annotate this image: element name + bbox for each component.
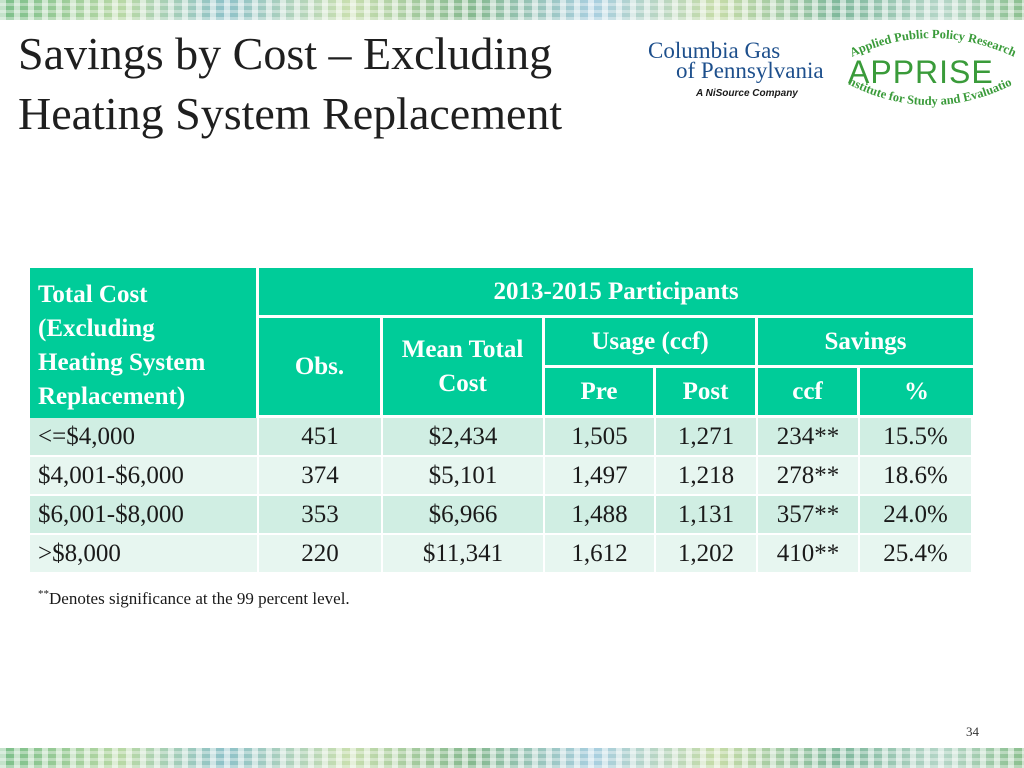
header-obs: Obs. bbox=[259, 318, 383, 418]
header-mean-line-1: Mean Total bbox=[401, 335, 524, 363]
header-post: Post bbox=[656, 368, 758, 418]
cell-ccf: 357** bbox=[758, 496, 860, 535]
cell-post: 1,218 bbox=[656, 457, 758, 496]
row-header-line-3: Heating System bbox=[38, 349, 206, 376]
header-mean-line-2: Cost bbox=[438, 369, 487, 397]
group-header-participants: 2013-2015 Participants bbox=[259, 268, 973, 318]
apprise-arc-text: Applied Public Policy Research Institute… bbox=[842, 26, 1018, 108]
cell-mean: $11,341 bbox=[383, 535, 545, 574]
columbia-gas-logo: Columbia Gas of Pennsylvania A NiSource … bbox=[648, 38, 838, 104]
cell-ccf: 410** bbox=[758, 535, 860, 574]
cell-post: 1,271 bbox=[656, 418, 758, 457]
header-pre: Pre bbox=[545, 368, 656, 418]
cell-pre: 1,612 bbox=[545, 535, 656, 574]
cell-cost: $4,001-$6,000 bbox=[30, 457, 259, 496]
cell-post: 1,202 bbox=[656, 535, 758, 574]
row-header-line-1: Total Cost bbox=[38, 281, 148, 308]
cell-pct: 24.0% bbox=[860, 496, 973, 535]
row-header-line-2: (Excluding bbox=[38, 315, 155, 342]
top-decorative-banner bbox=[0, 0, 1024, 20]
cell-mean: $5,101 bbox=[383, 457, 545, 496]
savings-table: Total Cost (Excluding Heating System Rep… bbox=[30, 268, 973, 574]
cell-ccf: 234** bbox=[758, 418, 860, 457]
cell-pct: 15.5% bbox=[860, 418, 973, 457]
cell-pre: 1,505 bbox=[545, 418, 656, 457]
apprise-logo: Applied Public Policy Research Institute… bbox=[842, 26, 1018, 116]
row-header-line-4: Replacement) bbox=[38, 383, 186, 410]
cell-obs: 451 bbox=[259, 418, 383, 457]
cell-cost: $6,001-$8,000 bbox=[30, 496, 259, 535]
cell-pre: 1,488 bbox=[545, 496, 656, 535]
cell-post: 1,131 bbox=[656, 496, 758, 535]
columbia-gas-logo-tagline: A NiSource Company bbox=[696, 88, 798, 99]
cell-pre: 1,497 bbox=[545, 457, 656, 496]
header-savings-pct: % bbox=[860, 368, 973, 418]
cell-obs: 220 bbox=[259, 535, 383, 574]
columbia-gas-logo-line-2: of Pennsylvania bbox=[676, 58, 824, 83]
cell-cost: <=$4,000 bbox=[30, 418, 259, 457]
cell-obs: 374 bbox=[259, 457, 383, 496]
cell-pct: 18.6% bbox=[860, 457, 973, 496]
cell-cost: >$8,000 bbox=[30, 535, 259, 574]
cell-ccf: 278** bbox=[758, 457, 860, 496]
page-number: 34 bbox=[966, 724, 979, 739]
cell-mean: $6,966 bbox=[383, 496, 545, 535]
table-row: $4,001-$6,000 374 $5,101 1,497 1,218 278… bbox=[30, 457, 973, 496]
footnote-mark: ** bbox=[38, 588, 49, 600]
columbia-gas-logo-line-1: Columbia Gas bbox=[648, 38, 781, 63]
cell-obs: 353 bbox=[259, 496, 383, 535]
footnote-text: Denotes significance at the 99 percent l… bbox=[49, 589, 350, 608]
slide-title: Savings by Cost – Excluding Heating Syst… bbox=[18, 24, 638, 144]
slide-title-line-1: Savings by Cost – Excluding bbox=[18, 28, 553, 79]
cell-pct: 25.4% bbox=[860, 535, 973, 574]
table-row: >$8,000 220 $11,341 1,612 1,202 410** 25… bbox=[30, 535, 973, 574]
bottom-decorative-banner bbox=[0, 748, 1024, 768]
table-row: $6,001-$8,000 353 $6,966 1,488 1,131 357… bbox=[30, 496, 973, 535]
header-savings-ccf: ccf bbox=[758, 368, 860, 418]
cell-mean: $2,434 bbox=[383, 418, 545, 457]
row-header-total-cost: Total Cost (Excluding Heating System Rep… bbox=[30, 268, 259, 418]
apprise-wordmark: APPRISE bbox=[848, 54, 994, 90]
footnote: **Denotes significance at the 99 percent… bbox=[38, 588, 350, 609]
header-mean-total-cost: Mean Total Cost bbox=[383, 318, 545, 418]
header-savings: Savings bbox=[758, 318, 973, 368]
header-usage-ccf: Usage (ccf) bbox=[545, 318, 758, 368]
slide-title-line-2: Heating System Replacement bbox=[18, 88, 563, 139]
table-row: <=$4,000 451 $2,434 1,505 1,271 234** 15… bbox=[30, 418, 973, 457]
